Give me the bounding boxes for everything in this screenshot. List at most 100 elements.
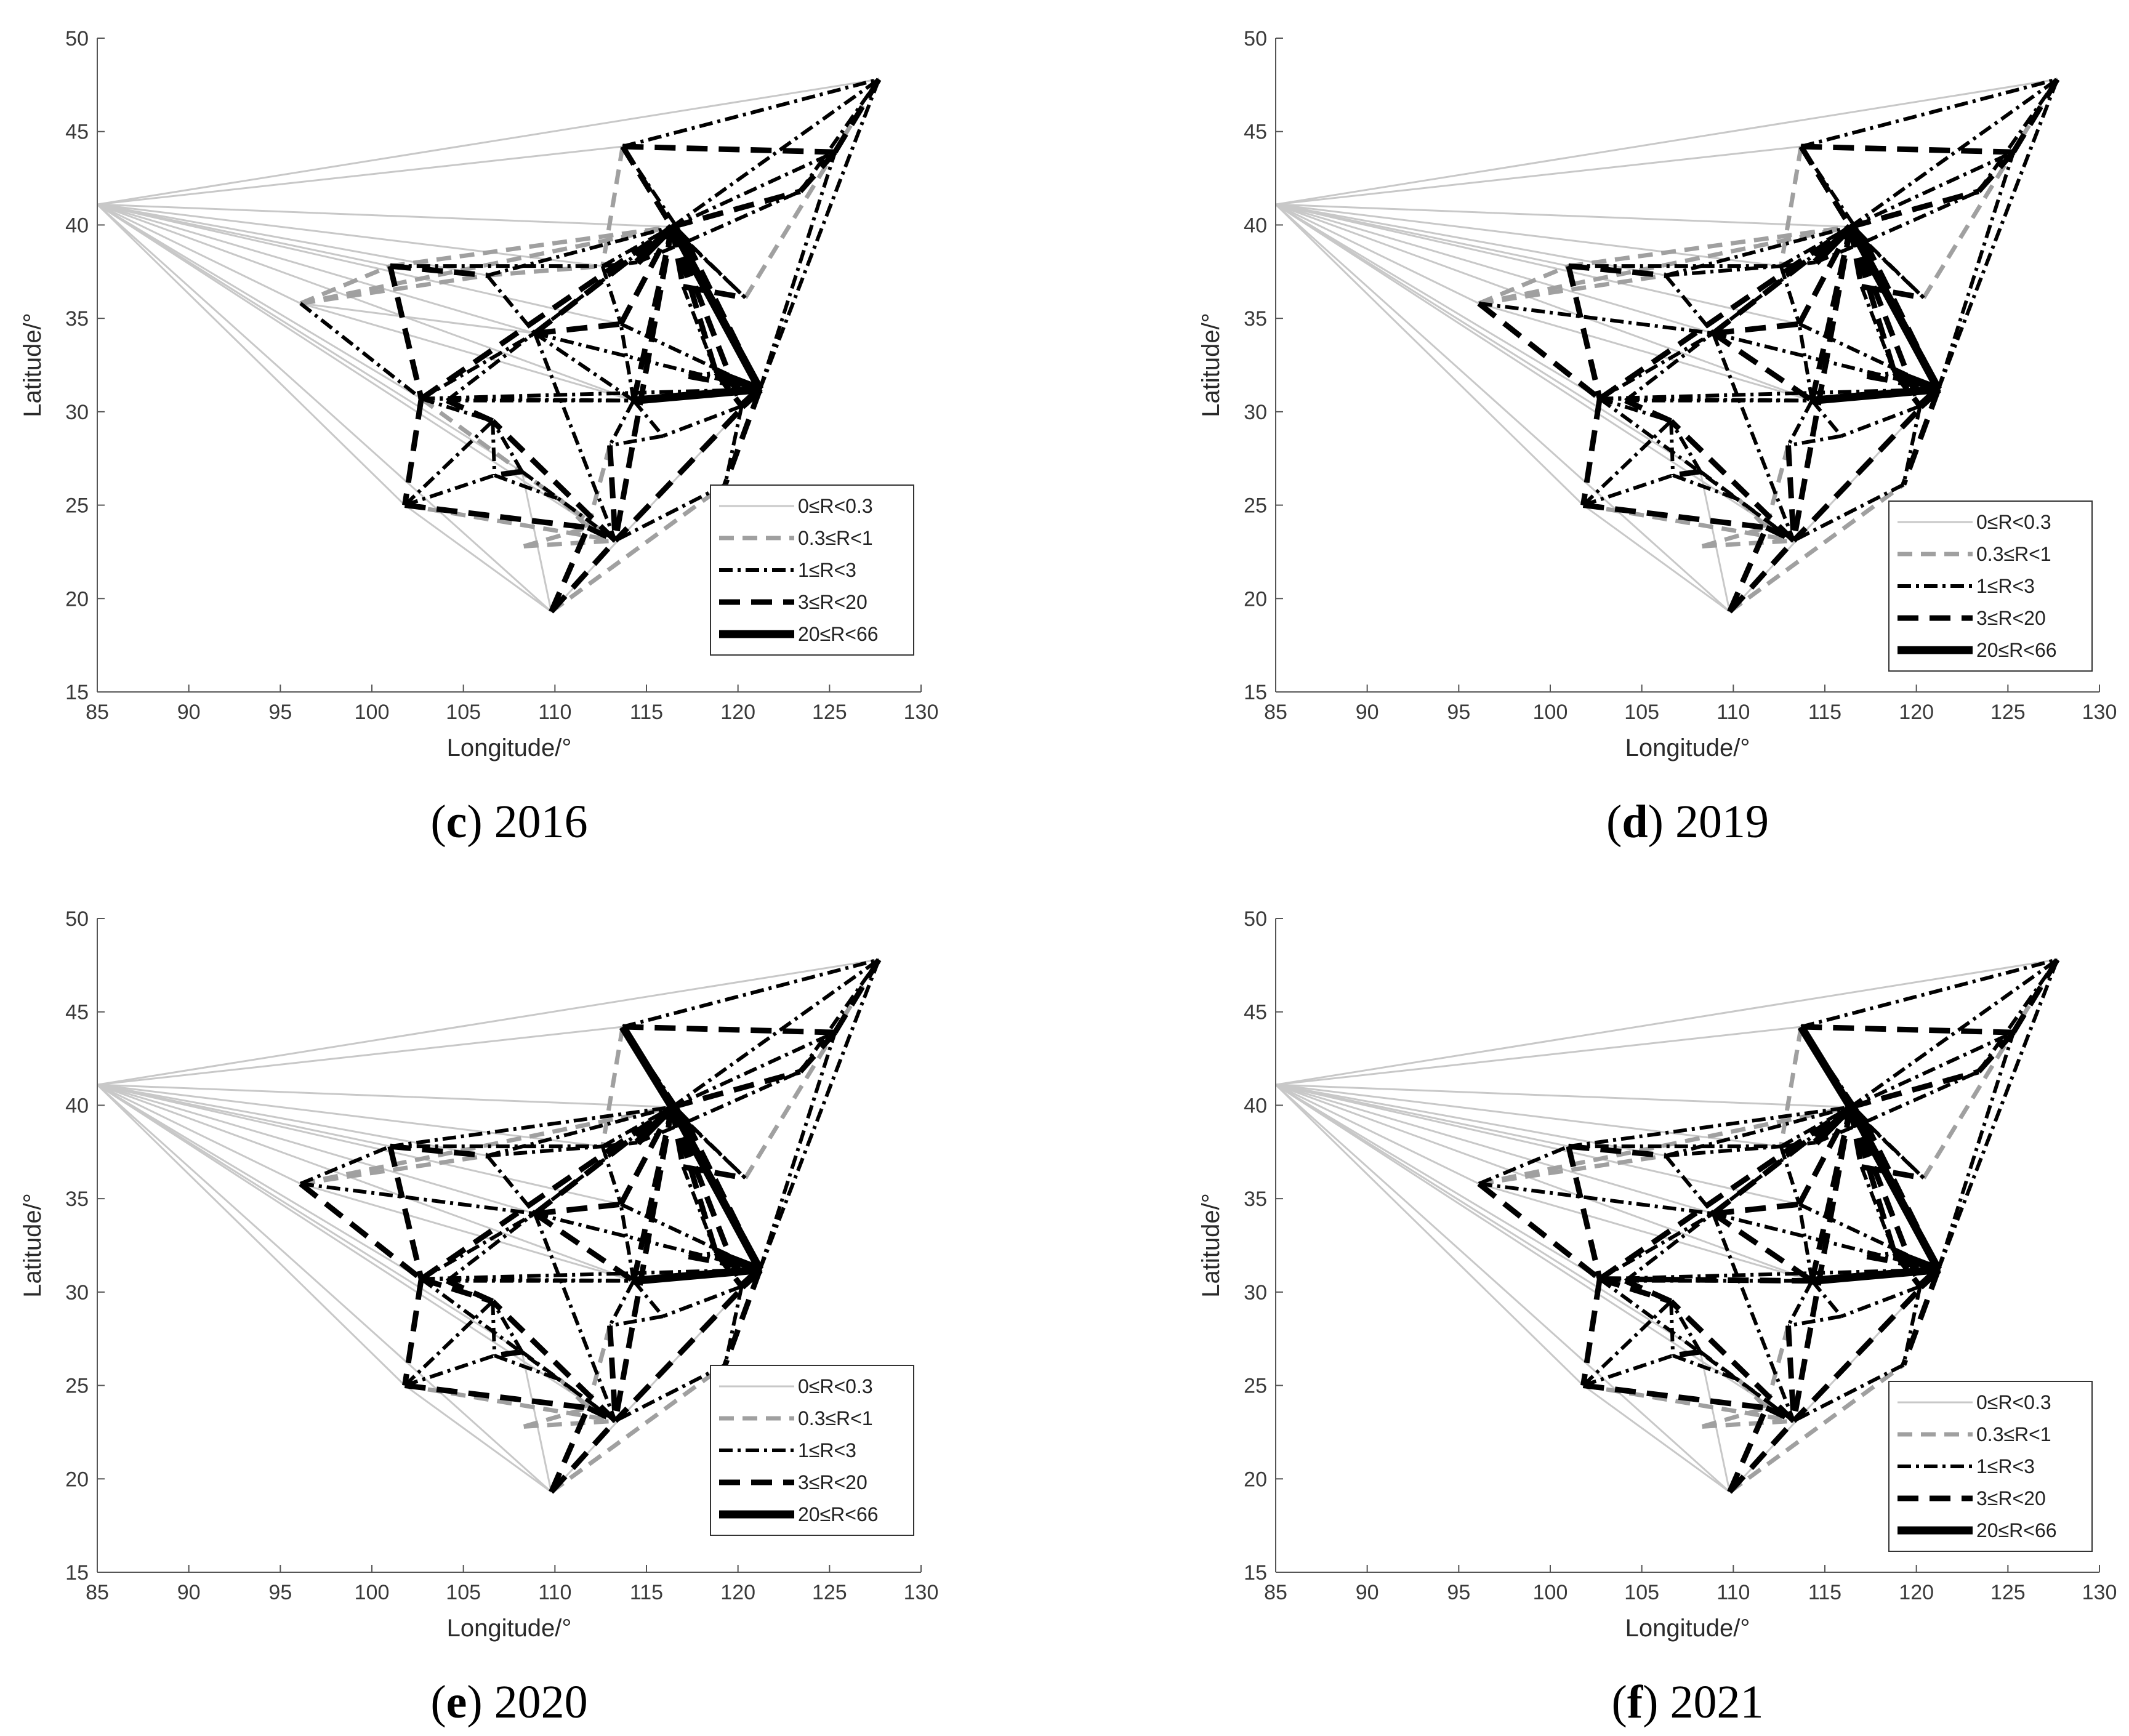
link-class-2 <box>758 151 837 390</box>
panel-caption: (e) 2020 <box>430 1676 587 1728</box>
link-class-3 <box>1580 398 1603 506</box>
y-tick-label: 40 <box>1244 214 1267 237</box>
link-class-1 <box>1728 483 1905 614</box>
link-class-3 <box>491 419 618 543</box>
link-class-2 <box>300 1181 536 1216</box>
panel-caption: (c) 2016 <box>430 796 587 848</box>
link-class-2 <box>1793 1363 1905 1423</box>
link-class-2 <box>723 406 744 485</box>
caption-open: ( <box>1606 796 1622 848</box>
link-class-2 <box>1669 1300 1702 1353</box>
link-class-2 <box>390 1105 673 1149</box>
link-class-3 <box>630 226 675 401</box>
caption-open: ( <box>430 1676 446 1728</box>
caption-close: ) <box>467 1676 494 1728</box>
link-class-4 <box>714 1249 762 1274</box>
link-class-4 <box>1846 1105 1942 1272</box>
link-class-2 <box>1699 470 1795 542</box>
link-class-3 <box>549 1407 590 1493</box>
link-class-2 <box>494 473 561 502</box>
y-tick-label: 50 <box>1244 907 1267 931</box>
y-tick-label: 20 <box>65 1468 89 1491</box>
y-tick-label: 20 <box>1244 587 1267 611</box>
y-tick-label: 15 <box>65 1561 89 1585</box>
legend-label-1: 0.3≤R<1 <box>798 1407 873 1429</box>
legend-label-2: 1≤R<3 <box>1976 575 2035 597</box>
link-class-3 <box>1976 150 2016 193</box>
link-class-3 <box>1598 224 1853 401</box>
x-tick-label: 130 <box>2082 701 2117 724</box>
y-tick-label: 30 <box>65 401 89 424</box>
legend-label-1: 0.3≤R<1 <box>1976 543 2051 565</box>
link-class-0 <box>97 1083 616 1422</box>
link-class-2 <box>533 331 635 403</box>
x-tick-label: 130 <box>2082 1581 2117 1604</box>
link-class-2 <box>799 78 881 193</box>
link-class-3 <box>618 225 675 326</box>
link-class-3 <box>682 1164 746 1181</box>
caption-year: 2016 <box>494 796 588 848</box>
link-class-2 <box>533 1213 618 1422</box>
link-class-1 <box>1568 224 1851 268</box>
link-class-2 <box>1977 78 2059 193</box>
link-class-2 <box>1849 1106 1925 1179</box>
caption-year: 2019 <box>1675 796 1769 848</box>
link-class-3 <box>832 78 882 154</box>
x-tick-label: 85 <box>1264 701 1287 724</box>
link-class-3 <box>549 539 618 614</box>
link-class-2 <box>1582 419 1673 507</box>
link-class-0 <box>1275 78 2058 206</box>
link-class-0 <box>1275 203 1601 400</box>
link-class-0 <box>1275 1083 1795 1422</box>
link-class-4 <box>1893 1249 1940 1274</box>
link-class-4 <box>619 1024 676 1109</box>
link-class-3 <box>1728 1419 1796 1494</box>
x-tick-label: 110 <box>538 701 571 724</box>
link-class-0 <box>1274 1083 1731 1493</box>
link-class-3 <box>1477 301 1602 401</box>
link-class-2 <box>420 331 536 401</box>
legend-label-4: 20≤R<66 <box>1976 1519 2057 1541</box>
link-class-3 <box>549 1419 618 1494</box>
link-class-3 <box>613 1106 675 1422</box>
link-class-1 <box>1478 1105 1851 1186</box>
link-class-0 <box>97 203 523 473</box>
x-tick-label: 95 <box>1447 1581 1470 1604</box>
link-class-0 <box>1275 1083 1851 1108</box>
link-class-2 <box>1936 958 2059 1271</box>
legend-box <box>1888 500 2093 672</box>
link-class-2 <box>521 1350 617 1423</box>
x-tick-label: 125 <box>1990 1581 2026 1604</box>
x-tick-label: 115 <box>1808 701 1841 724</box>
link-class-3 <box>613 387 762 543</box>
y-tick-label: 45 <box>65 1001 89 1024</box>
link-class-2 <box>600 1146 623 1205</box>
caption-close: ) <box>1648 796 1675 848</box>
link-class-2 <box>486 225 673 278</box>
x-axis-label: Longitude/° <box>447 1615 572 1642</box>
link-class-1 <box>1478 263 1570 306</box>
x-tick-label: 90 <box>177 701 201 724</box>
link-class-0 <box>97 1083 672 1108</box>
y-tick-label: 45 <box>1244 121 1267 144</box>
link-class-2 <box>1810 399 1843 438</box>
x-tick-label: 120 <box>720 701 755 724</box>
link-class-1 <box>1779 146 1803 267</box>
link-class-4 <box>1811 385 1939 405</box>
x-tick-label: 95 <box>1447 701 1470 724</box>
link-class-0 <box>1275 203 1795 542</box>
link-class-2 <box>610 1314 664 1328</box>
link-class-3 <box>1566 1146 1603 1280</box>
link-class-3 <box>1728 539 1796 614</box>
x-axis-label: Longitude/° <box>1625 734 1750 762</box>
link-class-0 <box>96 1083 552 1493</box>
link-class-3 <box>622 1024 835 1035</box>
link-class-3 <box>533 1211 635 1284</box>
link-class-0 <box>1275 1083 1701 1353</box>
link-class-2 <box>758 1032 837 1271</box>
link-class-4 <box>634 223 675 265</box>
link-class-2 <box>1793 483 1905 542</box>
link-class-3 <box>1901 1268 1941 1366</box>
link-class-2 <box>1788 1314 1842 1328</box>
